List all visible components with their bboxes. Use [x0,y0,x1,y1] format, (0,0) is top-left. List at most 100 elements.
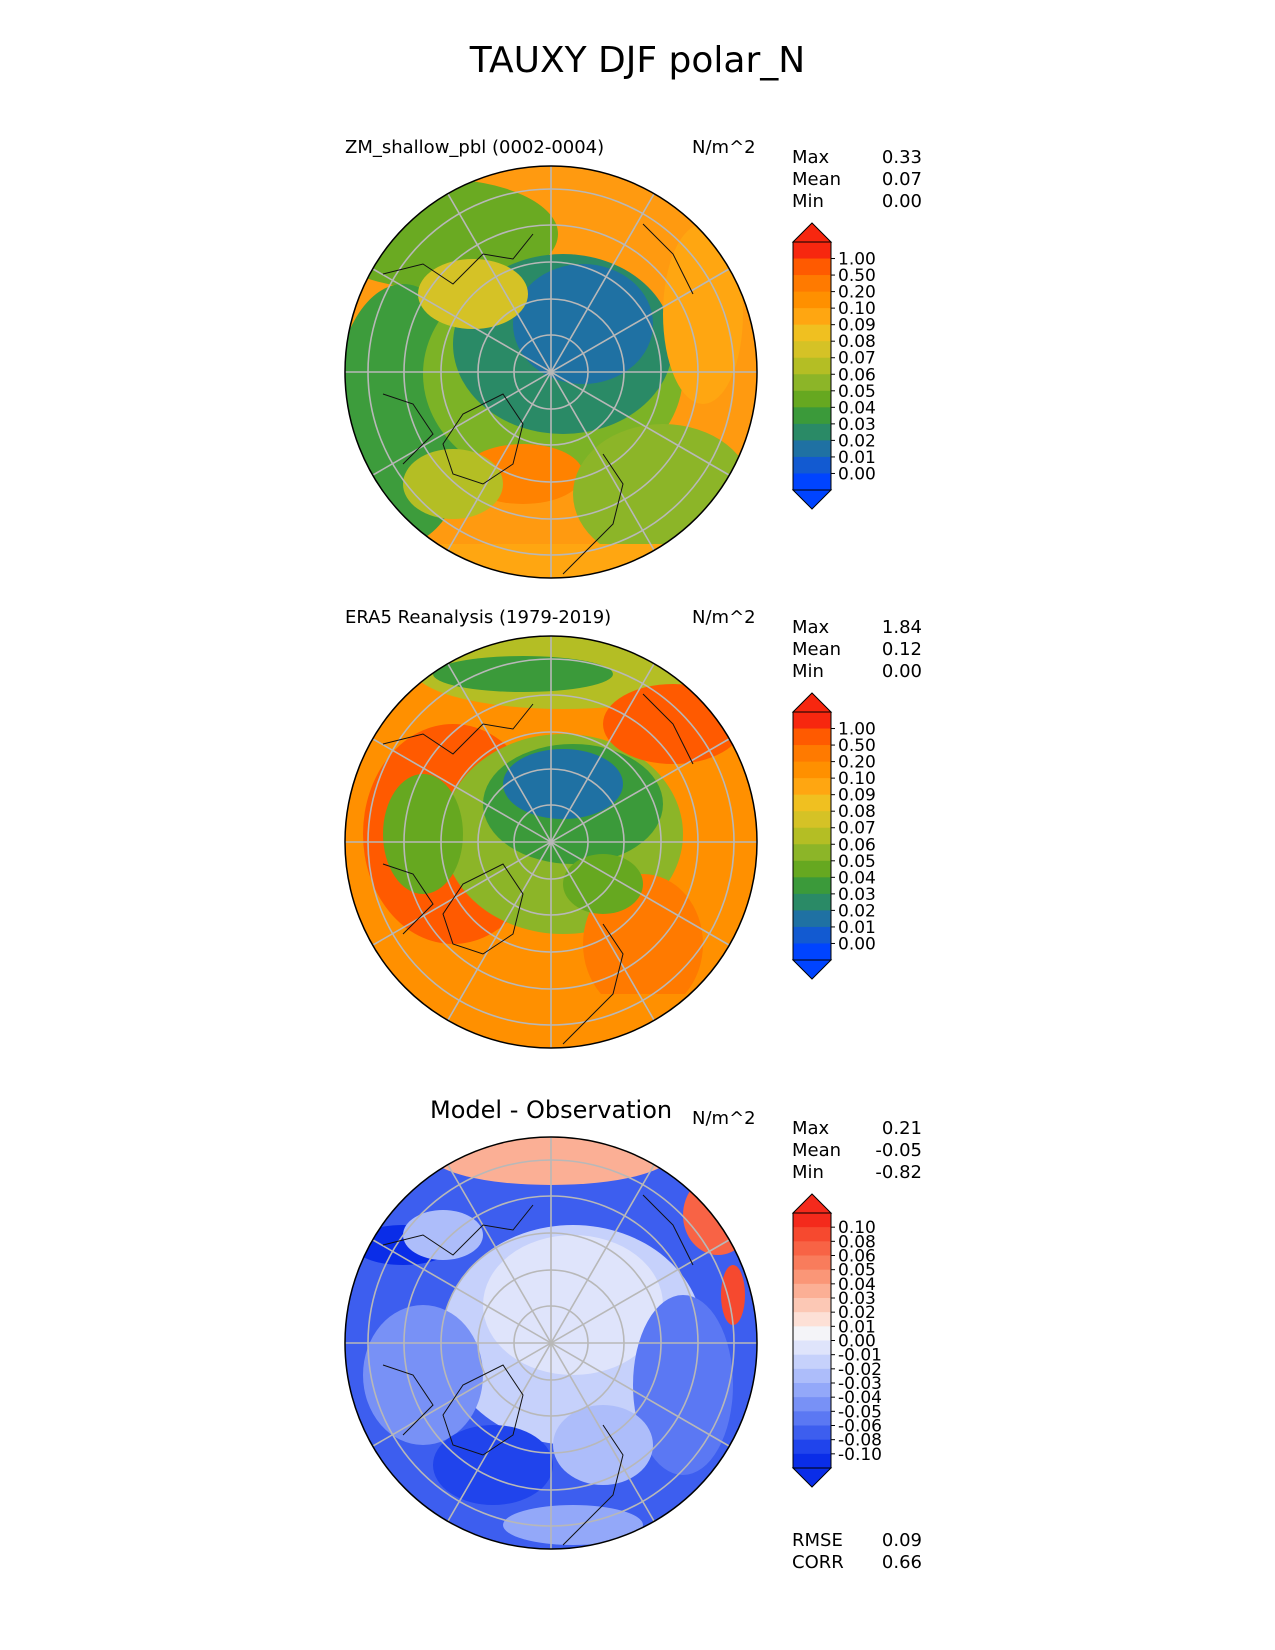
colorbar-tick-label: 1.00 [838,720,876,740]
colorbar-segment [793,877,831,895]
colorbar-tick-label: 0.50 [838,736,876,756]
colorbar-segment [793,1425,831,1441]
panel-units: N/m^2 [692,607,756,628]
colorbar-tick-label: 0.07 [838,349,876,369]
colorbar-segment [793,242,831,260]
colorbar-tick-label: 0.02 [838,901,876,921]
colorbar-tick-label: 0.05 [838,1261,876,1281]
colorbar-extend-min [791,489,833,510]
map-gridlines [345,636,757,1048]
colorbar-segment [793,258,831,276]
colorbar-tick-label: 0.20 [838,753,876,773]
colorbar-segment [793,357,831,375]
stat-value: 0.12 [881,639,922,660]
metric-label: CORR [792,1552,844,1573]
colorbar-tick-label: 0.00 [838,934,876,954]
stat-value: 0.00 [881,191,922,212]
colorbar-segment [793,794,831,812]
colorbar-tick-label: 0.03 [838,1289,876,1309]
colorbar-tick-label: -0.01 [838,1346,882,1366]
colorbar-segment [793,943,831,961]
colorbar-segment [793,341,831,359]
stat-label: Min [792,191,824,212]
panel-title: Model - Observation [430,1096,673,1124]
colorbar-segment [793,1340,831,1356]
polar-map [344,635,758,1049]
colorbar-segment [793,827,831,845]
colorbar-segment [793,811,831,829]
coastlines [382,223,694,575]
colorbar-tick-label: -0.08 [838,1431,882,1451]
colorbar-tick-label: 0.05 [838,852,876,872]
colorbar-segment [793,844,831,862]
stat-label: Min [792,661,824,682]
colorbar-tick-label: 0.03 [838,415,876,435]
colorbar-tick-label: -0.04 [838,1388,882,1408]
stat-value: 0.07 [881,169,922,190]
stat-label: Max [792,617,830,638]
colorbar-tick-label: 0.10 [838,769,876,789]
colorbar-segment [793,308,831,326]
panel-units: N/m^2 [692,137,756,158]
colorbar-tick-label: 0.50 [838,266,876,286]
colorbar-segment [793,1411,831,1426]
colorbar-outline [792,711,832,961]
colorbar-tick-label: 0.06 [838,365,876,385]
colorbar-tick-label: 0.02 [838,431,876,451]
colorbar-segment [793,1213,831,1228]
colorbar-segment [793,407,831,425]
colorbar-segment [793,1269,831,1285]
metrics-block: RMSE 0.09 CORR 0.66 [792,1530,922,1574]
colorbar-segment [793,1383,831,1398]
colorbar-tick-label: 0.08 [838,1232,876,1252]
colorbar-tick-label: 0.06 [838,835,876,855]
colorbar-segment [793,423,831,441]
colorbar-segment [793,1298,831,1313]
panel-obs: ERA5 Reanalysis (1979-2019) N/m^2 Max 1.8… [0,607,1275,1077]
colorbar-tick-label: 0.04 [838,868,876,888]
stat-value: 1.84 [881,617,922,638]
colorbar-segment [793,324,831,342]
stats-block: Max 0.33 Mean 0.07 Min 0.00 [792,147,922,213]
colorbar-tick-label: 0.00 [838,1332,876,1352]
colorbar-tick-label: 0.10 [838,299,876,319]
colorbar-extend-max [791,692,833,713]
colorbar-tick-label: 0.07 [838,819,876,839]
map-border [344,165,758,579]
stat-value: 0.00 [881,661,922,682]
colorbar-tick-label: 0.09 [838,786,876,806]
colorbar-tick-label: -0.02 [838,1360,882,1380]
stat-label: Mean [792,1140,842,1161]
colorbar-tick-label: 0.10 [838,1218,876,1238]
colorbar-tick-label: -0.05 [838,1402,882,1422]
colorbar-tick-label: -0.10 [838,1445,882,1465]
colorbar-segment [793,1354,831,1370]
colorbar-segment [793,456,831,474]
stat-label: Mean [792,169,842,190]
colorbar-tick-label: 0.02 [838,1303,876,1323]
stat-value: -0.82 [875,1162,922,1183]
stat-label: Max [792,147,830,168]
colorbar-segment [793,275,831,293]
panel-diff: Model - Observation N/m^2 Max 0.21 Mean -0… [0,1096,1275,1578]
colorbar-extend-min [791,959,833,980]
colorbar-segment [793,390,831,408]
colorbar-segment [793,291,831,309]
metric-value: 0.66 [881,1552,922,1573]
panel-title: ERA5 Reanalysis (1979-2019) [345,607,612,628]
colorbar-segment [793,473,831,491]
colorbar-tick-label: 0.04 [838,1275,876,1295]
coastlines [382,1194,694,1546]
polar-map [344,1136,758,1550]
map-border [344,635,758,1049]
stats-block: Max 1.84 Mean 0.12 Min 0.00 [792,617,922,683]
colorbar-tick-label: 0.03 [838,885,876,905]
map-gridlines [345,166,757,578]
stat-value: 0.33 [881,147,922,168]
metric-value: 0.09 [881,1530,922,1551]
polar-map [344,165,758,579]
figure-title: TAUXY DJF polar_N [469,40,806,81]
colorbar-outline [792,241,832,491]
colorbar-segment [793,778,831,796]
colorbar-segment [793,1453,831,1469]
